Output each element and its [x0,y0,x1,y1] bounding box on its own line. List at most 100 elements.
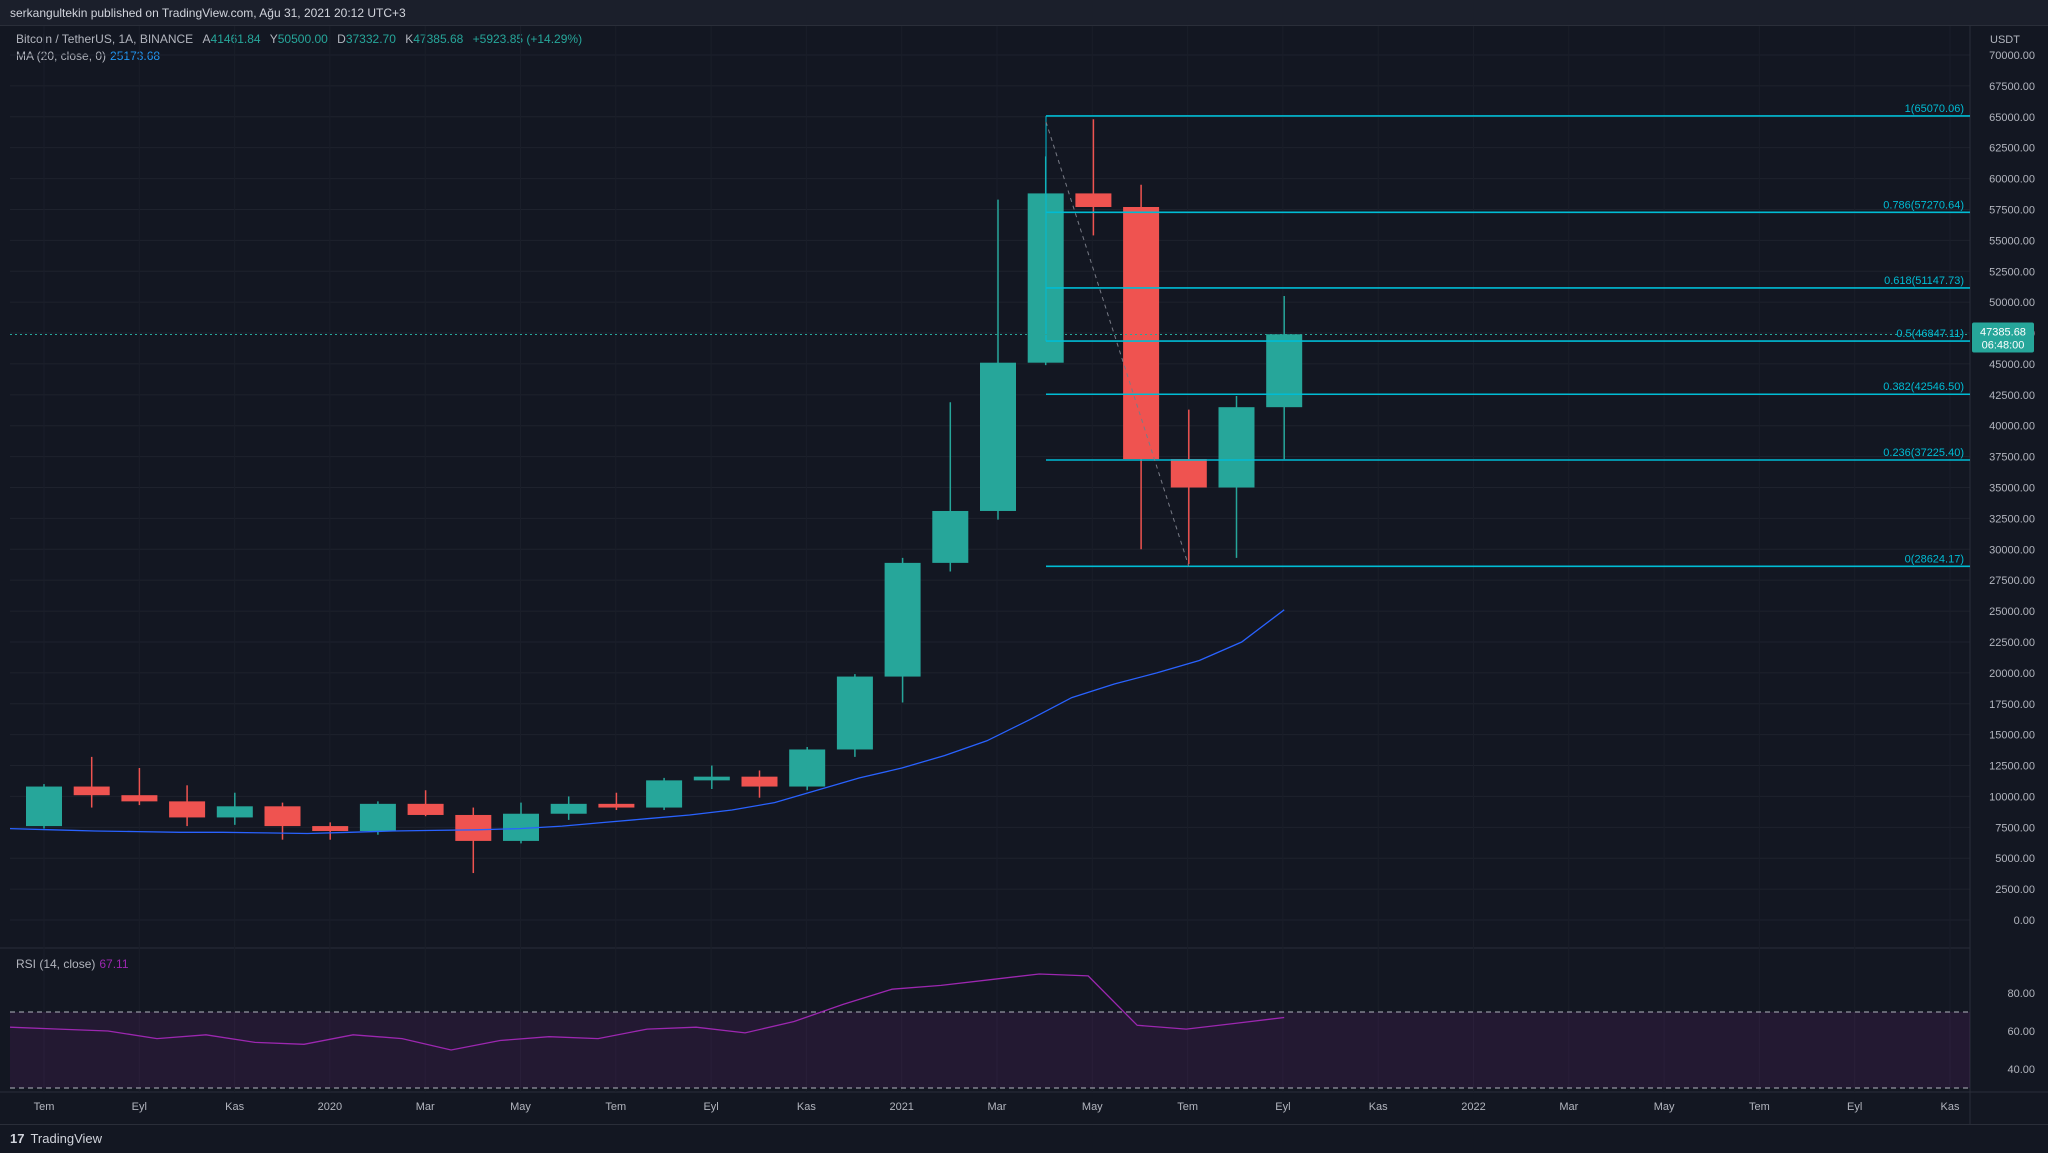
time-tick-label: Mar [988,1101,1007,1113]
price-axis-unit: USDT [1990,34,2020,46]
time-tick-label: Tem [1177,1101,1198,1113]
fib-level-label: 0.236(37225.40) [1883,447,1964,459]
price-tick-label: 62500.00 [1989,143,2035,155]
rsi-tick-label: 60.00 [2007,1026,2035,1038]
price-chart[interactable]: 70000.00 67500.00 65000.00 62500.00 60000.00… [0,0,2048,1124]
last-price-value: 47385.68 [1980,326,2026,338]
time-tick-label: Eyl [1275,1101,1290,1113]
symbol-name: Bitcoin / TetherUS, 1A, BINANCE [16,32,194,46]
candle-body [169,801,206,818]
time-tick-label: Tem [605,1101,626,1113]
footer-brand: TradingView [30,1131,103,1146]
price-tick-label: 55000.00 [1989,235,2035,247]
price-tick-label: 42500.00 [1989,390,2035,402]
rsi-tick-label: 40.00 [2007,1064,2035,1076]
symbol-legend: Bitcoin / TetherUS, 1A, BINANCE A41461.8… [16,32,588,46]
time-tick-label: Kas [1941,1101,1960,1113]
candle-body [693,776,730,781]
candle-body [407,803,444,815]
candle-body [1218,407,1255,488]
change-value: +5923.85 (+14.29%) [472,32,583,46]
time-tick-label: Mar [1559,1101,1578,1113]
candle-body [121,795,158,802]
time-tick-label: 2020 [318,1101,342,1113]
price-tick-label: 2500.00 [1995,884,2035,896]
open-value: 41461.84 [210,32,261,46]
price-tick-label: 25000.00 [1989,606,2035,618]
low-value: 37332.70 [345,32,396,46]
time-tick-label: 2022 [1461,1101,1485,1113]
time-tick-label: Tem [1749,1101,1770,1113]
price-tick-label: 5000.00 [1995,853,2035,865]
price-tick-label: 17500.00 [1989,699,2035,711]
price-tick-label: 30000.00 [1989,544,2035,556]
candle-body [980,362,1016,511]
time-tick-label: Eyl [703,1101,718,1113]
fib-trend-line [1045,121,1190,567]
price-tick-label: 35000.00 [1989,483,2035,495]
open-label: A [202,32,211,46]
high-value: 50500.00 [277,32,328,46]
time-tick-label: May [1654,1101,1675,1113]
time-tick-label: May [510,1101,531,1113]
candle-body [216,806,253,818]
price-tick-label: 12500.00 [1989,761,2035,773]
price-tick-label: 10000.00 [1989,791,2035,803]
time-tick-label: Eyl [1847,1101,1862,1113]
fib-level-label: 0.382(42546.50) [1883,381,1964,393]
candle-body [1266,334,1303,408]
rsi-band [10,1012,1970,1088]
candle-body [646,780,683,808]
price-tick-label: 22500.00 [1989,637,2035,649]
time-tick-label: 2021 [889,1101,913,1113]
candle-body [73,786,110,796]
candle-body [598,803,635,808]
footer: 17 TradingView [0,1124,2048,1152]
price-tick-label: 32500.00 [1989,513,2035,525]
low-label: D [337,32,346,46]
rsi-tick-label: 80.00 [2007,988,2035,1000]
time-tick-label: Mar [416,1101,435,1113]
last-price-tag [1972,322,2034,353]
candle-body [836,676,873,750]
price-tick-label: 50000.00 [1989,297,2035,309]
time-tick-label: Kas [225,1101,244,1113]
moving-average-line [9,609,1285,835]
published-header: serkangultekin published on TradingView.… [0,0,2048,26]
candle-body [26,786,62,827]
ma-legend: MA (20, close, 0) 25173.68 [16,49,160,63]
price-tick-label: 70000.00 [1989,50,2035,62]
time-tick-label: Kas [1369,1101,1388,1113]
time-tick-label: May [1082,1101,1103,1113]
close-label: K [405,32,414,46]
ma-label: MA (20, close, 0) [16,49,107,63]
rsi-line [9,973,1285,1051]
price-tick-label: 7500.00 [1995,822,2035,834]
price-tick-label: 20000.00 [1989,668,2035,680]
candle-body [932,510,969,563]
candle-body [1170,459,1207,488]
price-tick-label: 0.00 [2014,915,2035,927]
candle-body [359,803,396,832]
time-tick-label: Kas [797,1101,816,1113]
price-tick-label: 37500.00 [1989,452,2035,464]
price-tick-label: 15000.00 [1989,730,2035,742]
rsi-value: 67.11 [99,957,129,971]
fib-level-label: 0.786(57270.64) [1883,199,1964,211]
price-tick-label: 57500.00 [1989,204,2035,216]
candle-body [312,826,349,832]
candle-body [264,806,301,827]
candle-body [550,803,587,814]
ma-value: 25173.68 [110,49,161,63]
fib-level-label: 0.618(51147.73) [1884,275,1964,287]
fib-level-label: 0(28624.17) [1905,553,1964,565]
countdown-value: 06:48:00 [1982,339,2025,351]
price-tick-label: 52500.00 [1989,266,2035,278]
close-value: 47385.68 [413,32,464,46]
price-tick-label: 60000.00 [1989,174,2035,186]
fib-level-label: 1(65070.06) [1905,103,1964,115]
rsi-legend: RSI (14, close) 67.11 [16,957,129,971]
candle-body [884,562,921,677]
candle-body [789,749,826,787]
high-label: Y [269,32,278,46]
